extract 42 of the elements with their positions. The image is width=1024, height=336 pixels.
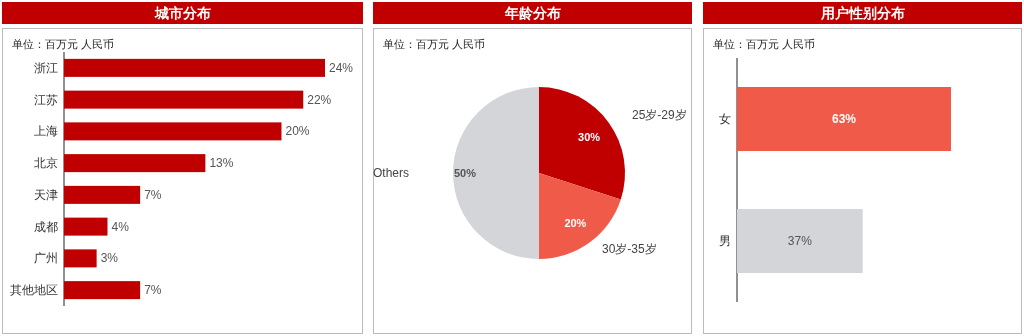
y-tick-label: 其他地区 — [10, 283, 58, 298]
chart-title: 用户性别分布 — [819, 5, 905, 21]
chart-title: 年龄分布 — [503, 5, 561, 21]
bar — [64, 217, 108, 236]
slice-label: 30岁-35岁 — [602, 242, 657, 256]
slice-label: Others — [372, 166, 409, 180]
y-tick-label: 上海 — [34, 124, 58, 139]
data-label: 30% — [578, 130, 601, 143]
text: 单位：百万元 人民币 — [383, 38, 486, 50]
data-label: 63% — [831, 112, 857, 126]
y-tick-label: 广州 — [34, 251, 58, 266]
y-tick-label: 成都 — [34, 219, 58, 234]
y-tick-label: 江苏 — [34, 92, 58, 107]
bar — [64, 122, 282, 141]
pie-slice — [453, 87, 539, 259]
bar — [64, 249, 97, 268]
data-label: 22% — [307, 92, 332, 107]
text: 单位：百万元 人民币 — [12, 38, 115, 50]
y-tick-label: 女 — [719, 112, 731, 126]
bar — [64, 154, 206, 173]
slice-label: 25岁-29岁 — [632, 108, 687, 122]
data-label: 13% — [209, 156, 234, 171]
data-label: 4% — [111, 219, 130, 234]
data-label: 3% — [100, 251, 119, 266]
bar — [64, 185, 141, 204]
data-label: 50% — [453, 167, 477, 179]
data-label: 37% — [787, 234, 813, 248]
data-label: 20% — [564, 217, 587, 230]
data-label: 7% — [144, 187, 162, 202]
data-label: 20% — [285, 124, 310, 139]
y-tick-label: 天津 — [34, 187, 58, 202]
y-tick-label: 男 — [719, 234, 731, 248]
bar — [64, 58, 325, 77]
pie-slice — [539, 87, 625, 200]
bar — [64, 281, 141, 300]
y-tick-label: 北京 — [34, 156, 58, 171]
chart-title: 城市分布 — [153, 5, 211, 21]
bar — [64, 90, 304, 109]
data-label: 7% — [144, 283, 162, 298]
y-tick-label: 浙江 — [34, 60, 58, 75]
text: 单位：百万元 人民币 — [713, 38, 816, 50]
data-label: 24% — [329, 60, 354, 75]
